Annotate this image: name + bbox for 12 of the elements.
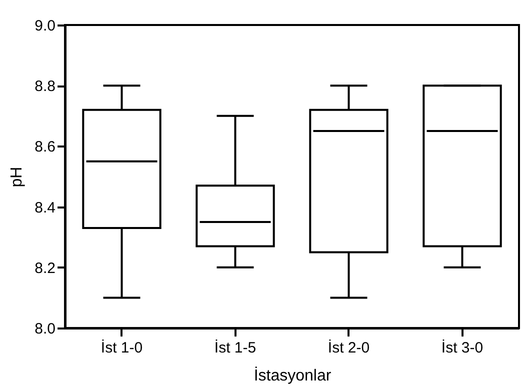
x-tick-label: İst 2-0: [328, 338, 370, 356]
y-tick-label: 8.0: [34, 320, 56, 338]
y-axis-title: pH: [8, 166, 26, 188]
x-tick-label: İst 1-0: [100, 338, 143, 356]
y-tick-label: 8.4: [34, 199, 56, 216]
x-tick-label: İst 3-0: [441, 338, 484, 356]
x-tick-label: İst 1-5: [214, 338, 256, 356]
y-tick-label: 8.6: [34, 138, 56, 156]
y-tick-label: 8.8: [34, 78, 56, 96]
y-tick-label: 8.2: [34, 260, 56, 277]
x-axis-title: İstasyonlar: [254, 366, 332, 384]
y-tick-label: 9.0: [34, 18, 56, 34]
